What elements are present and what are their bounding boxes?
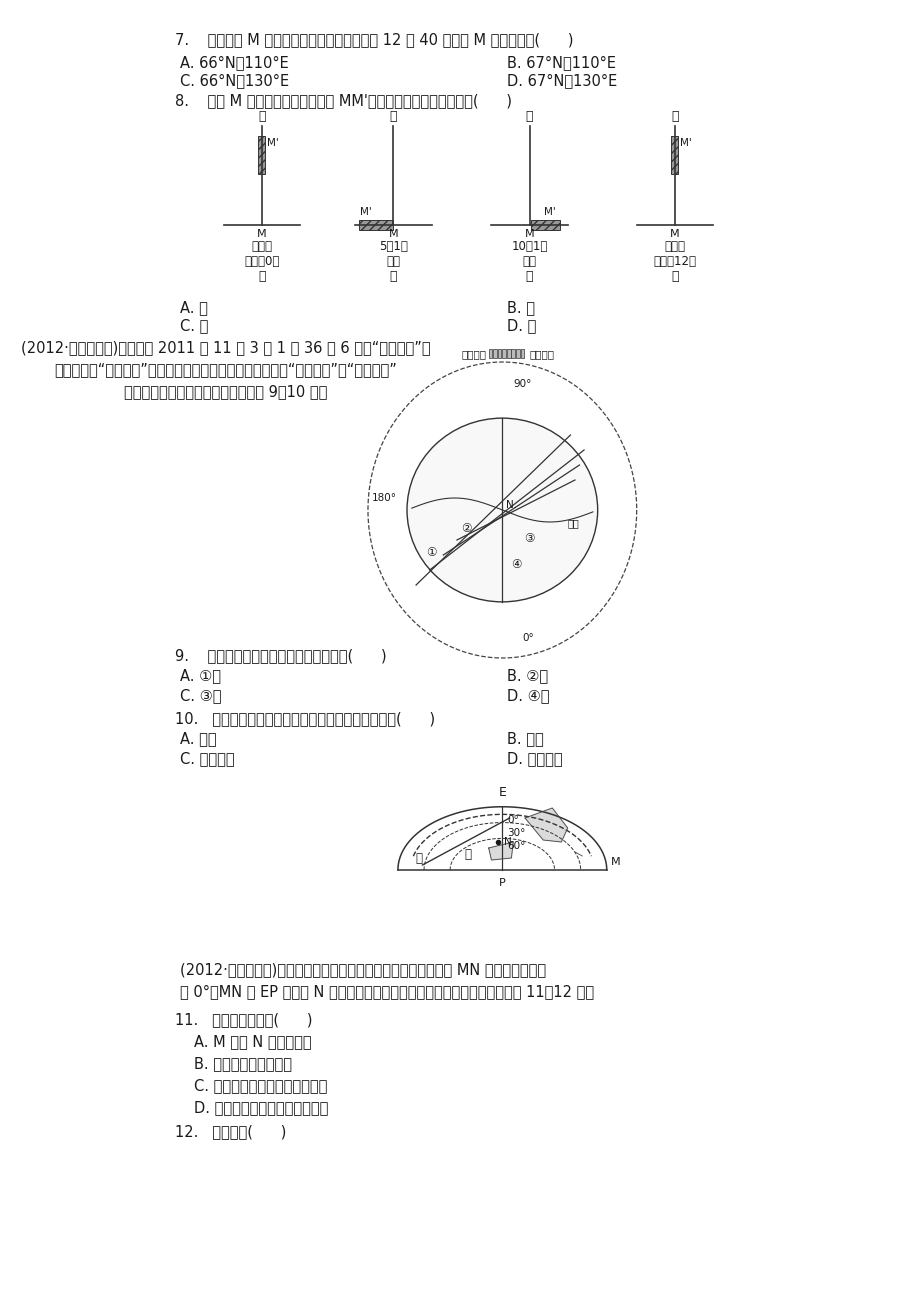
Bar <box>358 220 393 230</box>
Text: A. M 位于 N 的西北方向: A. M 位于 N 的西北方向 <box>193 1034 311 1049</box>
Text: C. 此季节是南极考察的最佳时期: C. 此季节是南极考察的最佳时期 <box>193 1078 326 1092</box>
Bar <box>502 349 505 358</box>
Text: 60°: 60° <box>506 841 525 852</box>
Text: M: M <box>524 229 534 240</box>
Text: P: P <box>498 878 505 888</box>
Text: M: M <box>609 857 619 867</box>
Text: 神舟八号: 神舟八号 <box>529 349 554 359</box>
Text: B. 乙: B. 乙 <box>506 299 534 315</box>
Bar <box>516 349 519 358</box>
Text: 秋分日: 秋分日 <box>664 240 685 253</box>
Text: 丁: 丁 <box>670 270 678 283</box>
Text: M': M' <box>267 138 278 148</box>
Text: C. 丙: C. 丙 <box>180 318 209 333</box>
Text: (2012·高考四川卷)右图是以极点为中心的东半球图。此刻，曲线 MN 上各点太阳高度: (2012·高考四川卷)右图是以极点为中心的东半球图。此刻，曲线 MN 上各点太… <box>180 962 546 976</box>
Text: D. 这一天甲地日出时刻早于乙地: D. 这一天甲地日出时刻早于乙地 <box>193 1100 328 1115</box>
Text: 10月1日: 10月1日 <box>511 240 547 253</box>
Text: 180°: 180° <box>371 493 396 503</box>
Bar <box>511 349 515 358</box>
Text: 为 0°，MN 与 EP 相交于 N 点，该季节，北美大陆等温线向南凸出。读图回答 11～12 题。: 为 0°，MN 与 EP 相交于 N 点，该季节，北美大陆等温线向南凸出。读图回… <box>180 984 594 999</box>
Text: 乙: 乙 <box>464 849 471 862</box>
Text: 标飞行器与“神舟八号”飞船成功实现首次交会对接。下图是“神舟八号”与“天宫一号”: 标飞行器与“神舟八号”飞船成功实现首次交会对接。下图是“神舟八号”与“天宫一号” <box>54 362 396 378</box>
Text: 9.    首次成功对接时，地球表面的晨线是(      ): 9. 首次成功对接时，地球表面的晨线是( ) <box>176 648 387 663</box>
Text: M: M <box>669 229 679 240</box>
Text: M: M <box>388 229 398 240</box>
Bar <box>493 349 496 358</box>
Text: A. ①线: A. ①线 <box>180 668 221 684</box>
Text: 赤道: 赤道 <box>567 518 579 529</box>
Text: N.: N. <box>505 500 516 510</box>
Text: (2012·高考江苏卷)北京时间 2011 年 11 月 3 日 1 时 36 分 6 秒，“天宫一号”目: (2012·高考江苏卷)北京时间 2011 年 11 月 3 日 1 时 36 … <box>20 340 430 355</box>
Text: 北: 北 <box>257 109 266 122</box>
Text: C. 太阳活动: C. 太阳活动 <box>180 751 234 766</box>
Text: D. 丁: D. 丁 <box>506 318 536 333</box>
Text: 天宫一号: 天宫一号 <box>461 349 486 359</box>
Text: D. 太阳辐射: D. 太阳辐射 <box>506 751 562 766</box>
Text: 地方时0时: 地方时0时 <box>244 255 279 268</box>
Text: 10.   最可能干扰航天器与地面指挥系统通信联系的是(      ): 10. 最可能干扰航天器与地面指挥系统通信联系的是( ) <box>176 711 435 727</box>
Text: M: M <box>256 229 267 240</box>
Text: 甲: 甲 <box>414 852 422 865</box>
Text: 夏至日: 夏至日 <box>251 240 272 253</box>
Text: D. 67°N，130°E: D. 67°N，130°E <box>506 73 617 89</box>
Text: 7.    若观测到 M 地日影最短的时刻是北京时间 12 时 40 分，则 M 地大致位于(      ): 7. 若观测到 M 地日影最短的时刻是北京时间 12 时 40 分，则 M 地大… <box>176 33 573 47</box>
Text: B. 流星: B. 流星 <box>506 730 543 746</box>
Text: A. 甲: A. 甲 <box>180 299 208 315</box>
Polygon shape <box>488 842 513 861</box>
Bar <box>258 135 265 174</box>
Text: 0°: 0° <box>521 633 533 643</box>
Text: 地方时12时: 地方时12时 <box>652 255 696 268</box>
Text: B. 67°N，110°E: B. 67°N，110°E <box>506 55 615 70</box>
Text: C. 66°N，130°E: C. 66°N，130°E <box>180 73 289 89</box>
Text: C. ③线: C. ③线 <box>180 687 221 703</box>
Text: B. ②线: B. ②线 <box>506 668 548 684</box>
Text: D. ④线: D. ④线 <box>506 687 549 703</box>
Text: N: N <box>504 837 511 848</box>
Bar <box>671 135 677 174</box>
Bar <box>497 349 501 358</box>
Text: M': M' <box>360 207 371 217</box>
Text: A. 云雾: A. 云雾 <box>180 730 216 746</box>
Text: E: E <box>498 785 505 798</box>
Text: 北: 北 <box>390 109 397 122</box>
Text: ①: ① <box>425 546 437 559</box>
Text: ③: ③ <box>524 531 534 544</box>
Text: 5月1日: 5月1日 <box>379 240 407 253</box>
Text: 30°: 30° <box>506 828 525 837</box>
Ellipse shape <box>406 418 597 602</box>
Text: ④: ④ <box>510 559 521 572</box>
Polygon shape <box>525 809 567 842</box>
Text: 北: 北 <box>526 109 533 122</box>
Text: 90°: 90° <box>513 379 531 389</box>
Text: 丙: 丙 <box>526 270 533 283</box>
Text: 甲: 甲 <box>257 270 266 283</box>
Text: 日出: 日出 <box>386 255 400 268</box>
Text: 8.    若在 M 地垂直立竿，则下图中 MM'所示日照竿影朝向正确的是(      ): 8. 若在 M 地垂直立竿，则下图中 MM'所示日照竿影朝向正确的是( ) <box>176 92 512 108</box>
Text: 正午: 正午 <box>522 255 536 268</box>
Text: ②: ② <box>460 522 471 535</box>
Text: B. 悉尼正値少雨的季节: B. 悉尼正値少雨的季节 <box>193 1056 291 1072</box>
Text: A. 66°N，110°E: A. 66°N，110°E <box>180 55 289 70</box>
Text: M': M' <box>679 138 691 148</box>
Text: 北: 北 <box>670 109 678 122</box>
Bar <box>488 349 492 358</box>
Text: M': M' <box>543 207 555 217</box>
Bar <box>520 349 524 358</box>
Bar <box>506 349 510 358</box>
Text: 12.   图示时刻(      ): 12. 图示时刻( ) <box>176 1124 287 1139</box>
Text: 11.   由图文信息可知(      ): 11. 由图文信息可知( ) <box>176 1012 312 1027</box>
Text: 0°: 0° <box>506 815 518 824</box>
Bar <box>531 220 560 230</box>
Text: 乙: 乙 <box>390 270 397 283</box>
Text: 首次对接空间位置示意图。读图回答 9～10 题。: 首次对接空间位置示意图。读图回答 9～10 题。 <box>123 384 327 398</box>
